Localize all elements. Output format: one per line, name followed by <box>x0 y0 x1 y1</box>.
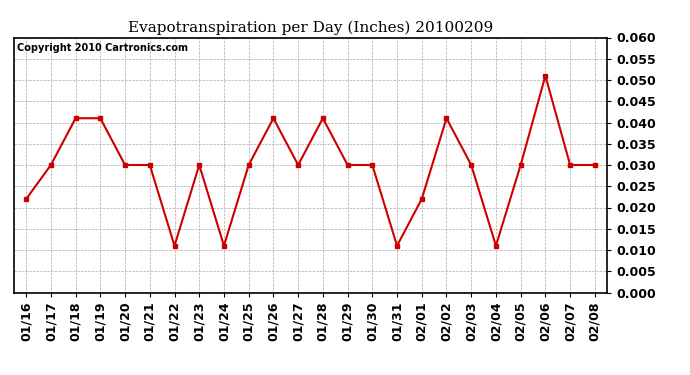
Title: Evapotranspiration per Day (Inches) 20100209: Evapotranspiration per Day (Inches) 2010… <box>128 21 493 35</box>
Text: Copyright 2010 Cartronics.com: Copyright 2010 Cartronics.com <box>17 43 188 52</box>
